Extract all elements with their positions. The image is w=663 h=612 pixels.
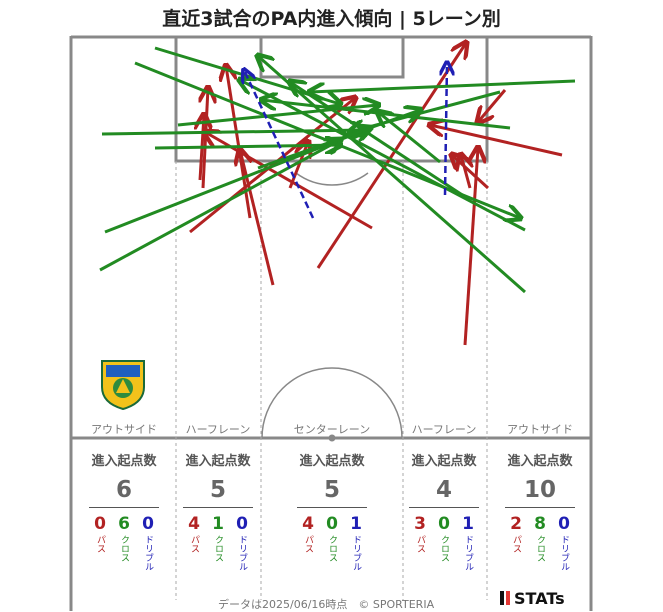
dribble-count: 0 [142,514,154,534]
entry-arrows [99,43,576,346]
stat-total: 6 [115,477,132,503]
dribble-label: ドリブル [237,535,247,571]
lane-name-outside-left: アウトサイド [91,423,157,436]
dribble-label: ドリブル [351,535,361,571]
cross-arrow-22 [310,79,576,92]
cross-arrow-21 [240,80,526,232]
cross-count: 1 [212,514,224,534]
penalty-arc [295,172,369,186]
pass-count: 4 [188,514,200,534]
pass-arrow-12 [461,155,470,189]
stat-breakdown: 0 パス 6 クロス 0 ドリブル [79,514,169,571]
cross-label: クロス [535,535,545,562]
pass-count: 0 [94,514,106,534]
cross-arrow-16 [154,145,340,148]
stat-label: 進入起点数 [91,454,157,469]
center-circle [261,367,403,439]
stat-total: 4 [435,477,452,503]
stat-breakdown: 3 パス 0 クロス 1 ドリブル [399,514,489,571]
stat-breakdown: 4 パス 0 クロス 1 ドリブル [287,514,377,571]
pass-arrow-8 [430,125,563,157]
cross-arrow-27 [290,82,471,202]
dribble-count: 0 [558,514,570,534]
brand-mark-icon [506,591,510,605]
goal-area [259,35,405,79]
stat-total: 10 [523,477,556,503]
pass-arrow-2 [226,66,252,219]
cross-label: クロス [213,535,223,562]
lane-stats-2: 進入起点数 5 4 パス 0 クロス 1 ドリブル [287,450,377,571]
dribble-count: 1 [462,514,474,534]
stat-divider [183,507,253,508]
stat-breakdown: 2 パス 8 クロス 0 ドリブル [495,514,585,571]
stat-label: 進入起点数 [185,454,251,469]
lane-name-center: センターレーン [293,423,371,436]
dribble-label: ドリブル [143,535,153,571]
lane-stats-0: 進入起点数 6 0 パス 6 クロス 0 ドリブル [79,450,169,571]
pass-label: パス [415,535,425,553]
pass-label: パス [303,535,313,553]
cross-count: 8 [534,514,546,534]
cross-arrow-18 [99,140,340,272]
team-crest-logo [101,360,145,411]
dribble-label: ドリブル [559,535,569,571]
dribble-count: 0 [236,514,248,534]
lane-stats-1: 進入起点数 5 4 パス 1 クロス 0 ドリブル [173,450,263,571]
brand-logo: STATs [500,589,565,608]
pass-count: 4 [302,514,314,534]
dribble-count: 1 [350,514,362,534]
stat-total: 5 [209,477,226,503]
footer-credit: データは2025/06/16時点 © SPORTERIA [218,598,435,611]
cross-label: クロス [439,535,449,562]
dribble-arrow-28 [244,70,315,219]
stat-label: 進入起点数 [299,454,365,469]
cross-count: 0 [326,514,338,534]
cross-label: クロス [119,535,129,562]
lane-stats-3: 進入起点数 4 3 パス 0 クロス 1 ドリブル [399,450,489,571]
pass-arrow-7 [316,43,466,269]
pass-label: パス [95,535,105,553]
brand-name: STATs [514,589,565,608]
dribble-label: ドリブル [463,535,473,571]
center-spot [328,434,336,442]
lane-name-halfspace-left: ハーフレーン [185,423,251,436]
stat-label: 進入起点数 [507,454,573,469]
cross-label: クロス [327,535,337,562]
lane-stats-4: 進入起点数 10 2 パス 8 クロス 0 ドリブル [495,450,585,571]
stat-label: 進入起点数 [411,454,477,469]
cross-arrow-26 [257,110,420,170]
stat-divider [89,507,159,508]
pass-arrow-3 [240,150,275,286]
stat-divider [297,507,367,508]
cross-arrow-15 [101,130,365,134]
pass-count: 2 [510,514,522,534]
dribble-arrow-29 [445,63,447,196]
pass-arrow-11 [478,89,507,122]
cross-count: 0 [438,514,450,534]
cross-count: 6 [118,514,130,534]
stat-divider [409,507,479,508]
pitch-lines [69,35,593,611]
brand-mark-icon [500,591,504,605]
lane-name-halfspace-right: ハーフレーン [411,423,477,436]
pass-label: パス [511,535,521,553]
stat-divider [505,507,575,508]
stat-total: 5 [323,477,340,503]
stat-breakdown: 4 パス 1 クロス 0 ドリブル [173,514,263,571]
pass-label: パス [189,535,199,553]
pass-count: 3 [414,514,426,534]
lane-name-outside-right: アウトサイド [507,423,573,436]
chart-title: 直近3試合のPA内進入傾向 | 5レーン別 [162,8,501,30]
